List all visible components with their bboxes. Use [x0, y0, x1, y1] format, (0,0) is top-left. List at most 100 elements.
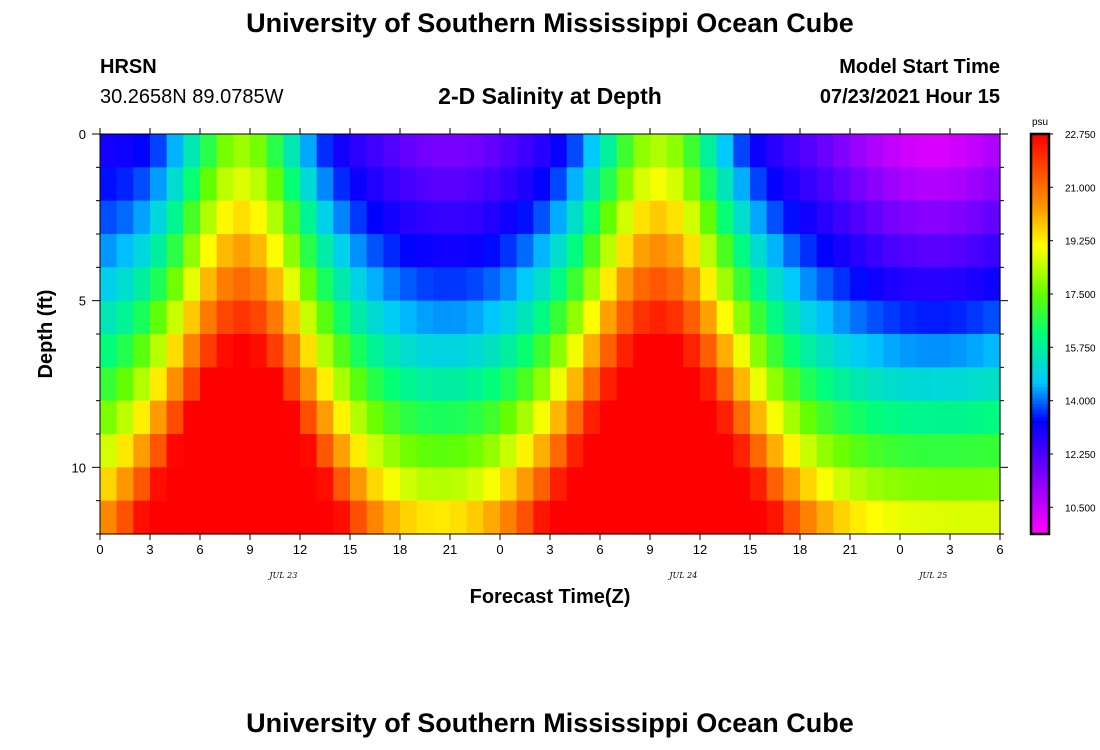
heatmap-cell [350, 200, 368, 235]
heatmap-cell [633, 167, 651, 202]
heatmap-cell [683, 300, 701, 335]
heatmap-cell [916, 400, 934, 435]
colorbar-segment [1031, 207, 1049, 212]
heatmap-cell [233, 234, 251, 268]
heatmap-cell [750, 134, 768, 168]
heatmap-cell [666, 467, 684, 502]
heatmap-cell [550, 267, 568, 302]
heatmap-cell [650, 167, 668, 202]
heatmap-cell [750, 200, 768, 235]
x-tick-label: 6 [596, 542, 603, 557]
heatmap-cell [716, 334, 734, 368]
heatmap-cell [183, 300, 201, 335]
heatmap-cell [316, 234, 334, 268]
colorbar-segment [1031, 454, 1049, 458]
heatmap-cell [866, 234, 884, 268]
heatmap-cell [350, 467, 368, 502]
colorbar-tick-label: 21.000 [1065, 183, 1096, 194]
heatmap-cell [166, 500, 184, 535]
colorbar-segment [1031, 377, 1049, 382]
heatmap-cell [300, 500, 318, 535]
heatmap-cell [633, 367, 651, 402]
heatmap-cell [333, 300, 351, 335]
heatmap-cell [766, 400, 784, 435]
heatmap-cell [450, 334, 468, 368]
heatmap-cell [833, 200, 851, 235]
x-axis-title: Forecast Time(Z) [470, 586, 631, 608]
heatmap-cell [516, 134, 534, 168]
heatmap-cell [566, 134, 584, 168]
colorbar-segment [1031, 230, 1049, 235]
colorbar-segment [1031, 394, 1049, 398]
heatmap-cell [783, 234, 801, 268]
heatmap-cell [533, 500, 551, 535]
heatmap-cell [733, 500, 751, 535]
heatmap-cell [200, 300, 218, 335]
heatmap-cell [766, 334, 784, 368]
heatmap-cell [400, 267, 418, 302]
colorbar-segment [1031, 404, 1049, 408]
heatmap-cell [483, 134, 501, 168]
x-tick-label: 12 [693, 542, 707, 557]
heatmap-cell [466, 134, 484, 168]
heatmap-cell [433, 300, 451, 335]
heatmap-cell [933, 334, 951, 368]
heatmap-cell [233, 200, 251, 235]
heatmap-cell [416, 267, 434, 302]
heatmap-cell [816, 467, 834, 502]
heatmap-cell [450, 434, 468, 468]
heatmap-cell [983, 167, 1001, 202]
colorbar-tick-label: 19.250 [1065, 237, 1096, 248]
heatmap-cell [350, 234, 368, 268]
heatmap-cell [833, 367, 851, 402]
heatmap-cell [916, 234, 934, 268]
heatmap-cell [866, 500, 884, 535]
heatmap-cell [550, 367, 568, 402]
colorbar-segment [1031, 310, 1049, 315]
heatmap-cell [350, 167, 368, 202]
heatmap-cell [683, 434, 701, 468]
heatmap-cell [200, 467, 218, 502]
page-title: University of Southern Mississippi Ocean… [246, 8, 854, 38]
heatmap-cell [716, 134, 734, 168]
colorbar-segment [1031, 317, 1049, 322]
heatmap-cell [283, 334, 301, 368]
x-tick-label: 15 [743, 542, 757, 557]
heatmap-cell [800, 434, 818, 468]
heatmap-cell [750, 500, 768, 535]
y-axis-title: Depth (ft) [35, 290, 57, 379]
heatmap-cell [500, 367, 518, 402]
colorbar-segment [1031, 437, 1049, 442]
heatmap-cell [266, 367, 284, 402]
heatmap-cell [950, 467, 968, 502]
heatmap-cell [483, 400, 501, 435]
heatmap-cell [583, 267, 601, 302]
heatmap-cell [316, 434, 334, 468]
heatmap-cell [750, 267, 768, 302]
heatmap-cell [366, 167, 384, 202]
heatmap-cell [483, 234, 501, 268]
heatmap-cell [700, 500, 718, 535]
heatmap-cell [250, 134, 268, 168]
heatmap-cell [950, 434, 968, 468]
heatmap-cell [750, 434, 768, 468]
heatmap-cell [866, 334, 884, 368]
heatmap-cell [300, 434, 318, 468]
heatmap-cell [916, 167, 934, 202]
heatmap-cell [466, 367, 484, 402]
heatmap-cell [383, 467, 401, 502]
heatmap-cell [433, 467, 451, 502]
heatmap-cell [883, 167, 901, 202]
heatmap-cell [583, 300, 601, 335]
colorbar-segment [1031, 497, 1049, 502]
colorbar-segment [1031, 364, 1049, 368]
heatmap-cell [183, 234, 201, 268]
heatmap-cell [233, 167, 251, 202]
heatmap-cell [933, 267, 951, 302]
heatmap-cell [450, 267, 468, 302]
heatmap-cell [116, 367, 134, 402]
heatmap-cell [133, 200, 151, 235]
date-label: JUL 25 [917, 571, 947, 580]
heatmap-cell [466, 400, 484, 435]
heatmap-cell [900, 400, 918, 435]
